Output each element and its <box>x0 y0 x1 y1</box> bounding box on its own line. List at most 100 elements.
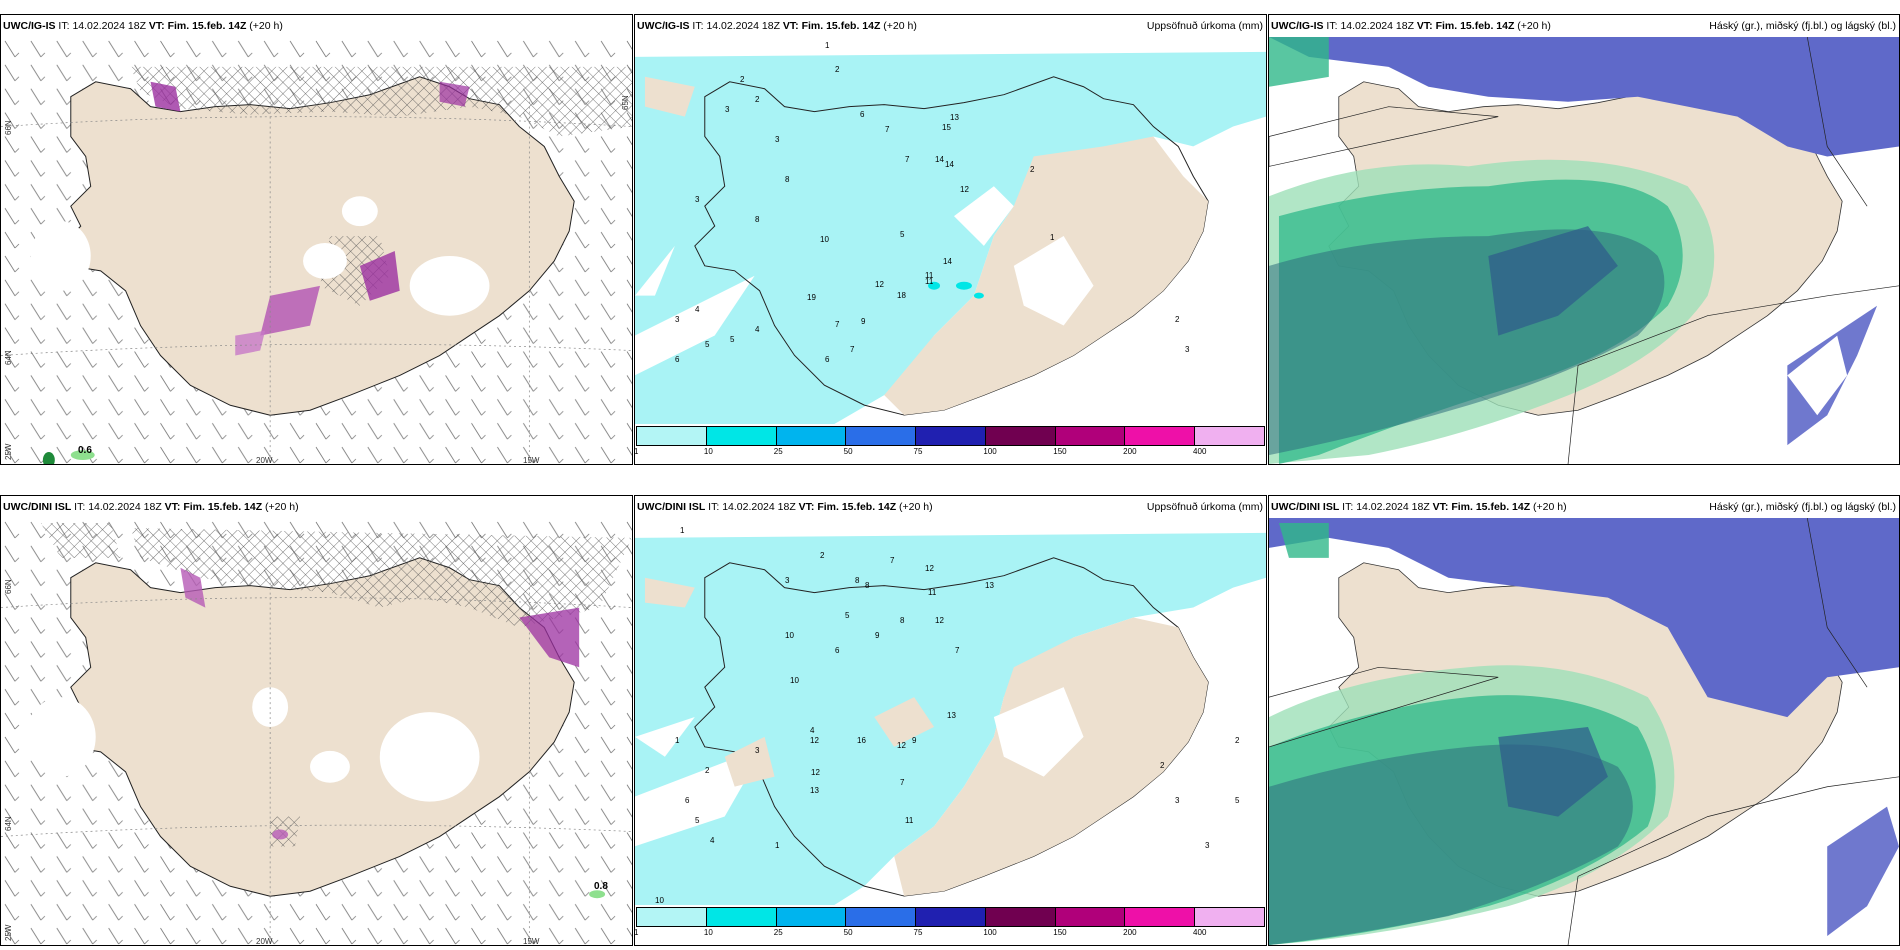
panel-igis-wind-snow: UWC/IG-IS IT: 14.02.2024 18Z VT: Fim. 15… <box>0 14 633 465</box>
precip-value: 1 <box>680 526 685 535</box>
axis-lat-64: 64N <box>4 350 13 365</box>
precip-value: 9 <box>912 736 917 745</box>
precip-value: 7 <box>850 345 855 354</box>
precip-value: 10 <box>655 896 664 905</box>
it-label: IT: <box>1326 20 1338 32</box>
legend-swatch <box>1055 908 1126 926</box>
precip-value: 2 <box>705 766 710 775</box>
precip-value: 3 <box>1175 796 1180 805</box>
precip-value: 12 <box>897 741 906 750</box>
precip-value: 6 <box>835 646 840 655</box>
legend-swatch <box>985 908 1056 926</box>
precip-value: 5 <box>695 816 700 825</box>
legend-tick: 10 <box>703 447 713 456</box>
precip-value: 8 <box>785 175 790 184</box>
precip-value: 3 <box>785 576 790 585</box>
vt-label: VT: <box>1432 501 1449 513</box>
precip-value: 3 <box>1205 841 1210 850</box>
model-name: UWC/DINI ISL <box>1271 501 1340 513</box>
precip-value: 3 <box>695 195 700 204</box>
panel-dini-wind-snow: UWC/DINI ISL IT: 14.02.2024 18Z VT: Fim.… <box>0 495 633 946</box>
legend-tick: 100 <box>983 928 997 937</box>
panel-igis-clouds: UWC/IG-IS IT: 14.02.2024 18Z VT: Fim. 15… <box>1268 14 1900 465</box>
map-precip <box>635 518 1266 905</box>
max-value-label: 0.8 <box>594 881 608 892</box>
precip-legend: 1 10 25 50 75 100 150 200 400 <box>635 424 1266 464</box>
legend-swatch <box>1195 908 1265 926</box>
panel-dini-precip: UWC/DINI ISL IT: 14.02.2024 18Z VT: Fim.… <box>634 495 1267 946</box>
legend-tick: 150 <box>1053 447 1067 456</box>
precip-value: 18 <box>897 291 906 300</box>
map-clouds <box>1269 518 1899 945</box>
it-label: IT: <box>708 501 720 513</box>
axis-lat-65: 65N <box>621 95 630 110</box>
panel-title: Háský (gr.), miðský (fj.bl.) og lágský (… <box>1709 501 1896 513</box>
vt-label: VT: <box>782 20 799 32</box>
panel-title: Uppsöfnuð úrkoma (mm) <box>1146 20 1263 32</box>
precip-value: 9 <box>861 317 866 326</box>
axis-lat-64: 64N <box>4 816 13 831</box>
precip-value: 2 <box>835 65 840 74</box>
precip-value: 2 <box>1235 736 1240 745</box>
it-label: IT: <box>74 501 86 513</box>
legend-tick: 50 <box>843 447 853 456</box>
precip-value: 13 <box>950 113 959 122</box>
lead-time: (+20 h) <box>883 20 917 32</box>
precip-value: 5 <box>1235 796 1240 805</box>
precip-value: 8 <box>865 581 870 590</box>
map-wind-snow <box>1 518 632 945</box>
model-name: UWC/DINI ISL <box>3 501 72 513</box>
legend-tick: 1 <box>634 447 639 456</box>
precip-value: 8 <box>755 215 760 224</box>
precip-value: 7 <box>835 320 840 329</box>
panel-header: UWC/IG-IS IT: 14.02.2024 18Z VT: Fim. 15… <box>1269 15 1899 37</box>
precip-value: 6 <box>860 110 865 119</box>
map-precip <box>635 37 1266 424</box>
precip-value: 1 <box>675 736 680 745</box>
precip-value: 2 <box>1175 315 1180 324</box>
precip-value: 14 <box>945 160 954 169</box>
precip-value: 5 <box>705 340 710 349</box>
legend-tick: 25 <box>773 447 783 456</box>
precip-value: 11 <box>925 271 934 280</box>
precip-value: 4 <box>810 726 815 735</box>
legend-swatch <box>776 908 847 926</box>
panel-header: UWC/DINI ISL IT: 14.02.2024 18Z VT: Fim.… <box>1269 496 1899 518</box>
precip-value: 1 <box>1050 233 1055 242</box>
it-value: 14.02.2024 18Z <box>722 501 796 513</box>
precip-value: 8 <box>855 576 860 585</box>
precip-value: 7 <box>890 556 895 565</box>
legend-swatch <box>637 427 707 445</box>
lead-time: (+20 h) <box>1533 501 1567 513</box>
precip-value: 8 <box>900 616 905 625</box>
model-name: UWC/IG-IS <box>3 20 56 32</box>
legend-swatch <box>706 427 777 445</box>
precip-value: 2 <box>740 75 745 84</box>
vt-value: Fim. 15.feb. 14Z <box>801 20 881 32</box>
axis-lon-25: 25W <box>4 443 13 460</box>
it-value: 14.02.2024 18Z <box>72 20 146 32</box>
vt-value: Fim. 15.feb. 14Z <box>167 20 247 32</box>
precip-value: 6 <box>685 796 690 805</box>
precip-value: 2 <box>755 95 760 104</box>
precip-value: 10 <box>785 631 794 640</box>
legend-tick: 10 <box>703 928 713 937</box>
vt-label: VT: <box>164 501 181 513</box>
axis-lon-25: 25W <box>4 924 13 941</box>
panel-title: Háský (gr.), miðský (fj.bl.) og lágský (… <box>1709 20 1896 32</box>
model-name: UWC/IG-IS <box>1271 20 1324 32</box>
precip-value: 3 <box>725 105 730 114</box>
legend-colorbar <box>636 907 1265 927</box>
precip-value: 19 <box>807 293 816 302</box>
axis-lat-66: 66N <box>4 579 13 594</box>
it-value: 14.02.2024 18Z <box>1356 501 1430 513</box>
legend-tick: 75 <box>913 447 923 456</box>
legend-swatch <box>846 908 917 926</box>
it-value: 14.02.2024 18Z <box>88 501 162 513</box>
legend-tick: 75 <box>913 928 923 937</box>
vt-label: VT: <box>798 501 815 513</box>
precip-value: 7 <box>885 125 890 134</box>
model-name: UWC/IG-IS <box>637 20 690 32</box>
precip-value: 14 <box>943 257 952 266</box>
vt-value: Fim. 15.feb. 14Z <box>1435 20 1515 32</box>
